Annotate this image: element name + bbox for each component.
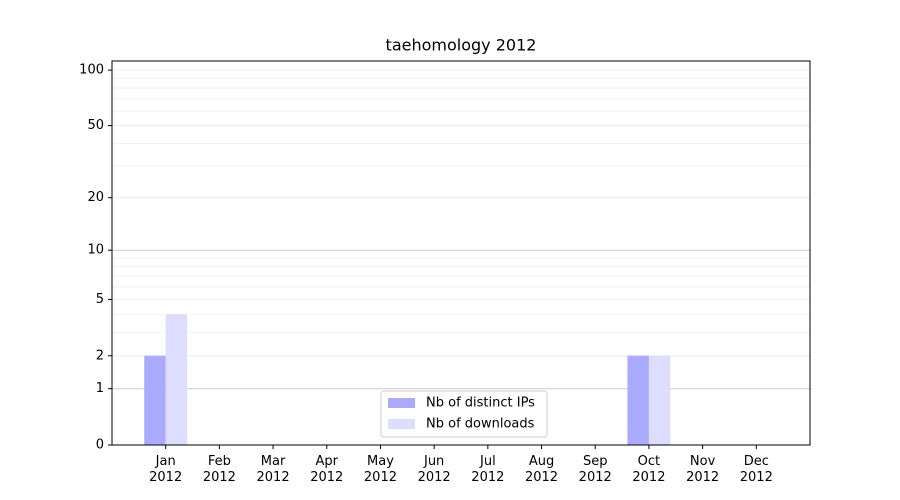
x-tick-label: Apr 2012 — [310, 454, 343, 485]
x-tick-label: Dec 2012 — [740, 454, 773, 485]
x-tick-label: Sep 2012 — [579, 454, 612, 485]
legend-swatch — [388, 419, 415, 429]
bar — [627, 355, 649, 445]
x-tick-label: Jun 2012 — [418, 454, 451, 485]
x-tick-label: Jul 2012 — [471, 454, 504, 485]
y-tick-label: 0 — [96, 438, 104, 453]
x-tick-label: Feb 2012 — [203, 454, 236, 485]
plot-frame — [111, 60, 811, 446]
x-tick-label: Oct 2012 — [632, 454, 665, 485]
legend-swatch — [388, 398, 415, 408]
y-tick-label: 1 — [96, 381, 104, 396]
x-tick-label: Aug 2012 — [525, 454, 558, 485]
legend-box — [380, 390, 548, 438]
bar — [165, 314, 188, 445]
bar — [144, 355, 166, 445]
legend-label: Nb of downloads — [426, 417, 535, 432]
x-tick-label: Nov 2012 — [686, 454, 719, 485]
bar — [648, 355, 671, 445]
x-tick-label: Mar 2012 — [257, 454, 290, 485]
y-tick-label: 2 — [96, 348, 104, 363]
y-tick-label: 20 — [87, 190, 104, 205]
chart-title: taehomology 2012 — [386, 36, 537, 55]
x-tick-label: May 2012 — [364, 454, 397, 485]
y-tick-label: 100 — [79, 63, 104, 78]
x-tick-label: Jan 2012 — [149, 454, 182, 485]
y-tick-label: 10 — [87, 243, 104, 258]
y-tick-label: 5 — [96, 292, 104, 307]
y-tick-label: 50 — [87, 118, 104, 133]
legend-label: Nb of distinct IPs — [426, 396, 535, 411]
